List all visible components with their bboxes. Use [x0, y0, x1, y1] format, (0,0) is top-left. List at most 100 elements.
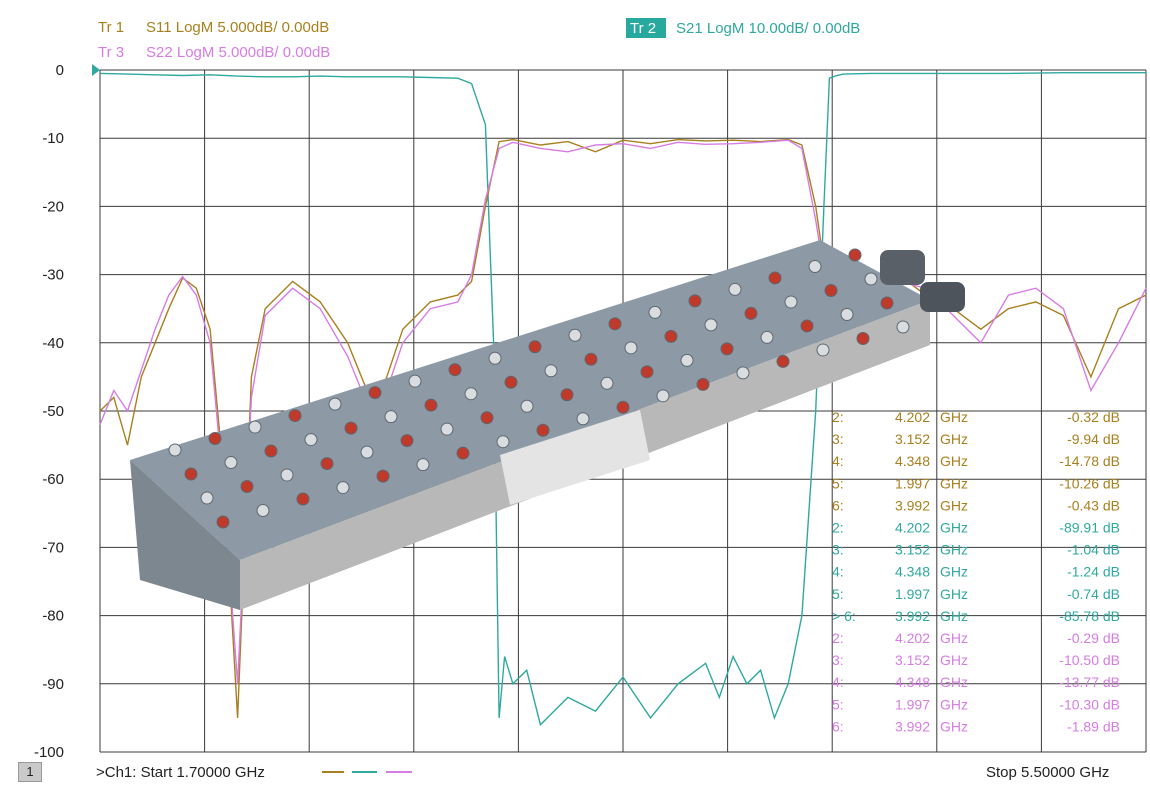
y-tick-label: -80 [42, 608, 64, 625]
marker-frequency: 1.997 [895, 586, 930, 602]
marker-number: 3: [832, 652, 844, 668]
tuning-screw [408, 374, 422, 388]
tuning-screw [248, 420, 262, 434]
tuning-screw [848, 248, 862, 262]
tuning-screw [760, 330, 774, 344]
tuning-screw [360, 445, 374, 459]
y-tick-label: -40 [42, 335, 64, 352]
marker-value: -0.43 dB [1067, 497, 1120, 513]
tuning-screws [168, 248, 910, 529]
channel-indicator[interactable]: 1 [18, 762, 42, 782]
tuning-screw [328, 397, 342, 411]
tuning-screw [776, 354, 790, 368]
tuning-screw [488, 351, 502, 365]
marker-unit: GHz [940, 542, 968, 558]
marker-number: 3: [832, 431, 844, 447]
tuning-screw [184, 467, 198, 481]
marker-frequency: 3.992 [895, 718, 930, 734]
tuning-screw [784, 295, 798, 309]
tuning-screw [576, 412, 590, 426]
tuning-screw [240, 480, 254, 494]
tr3-param: S22 LogM 5.000dB/ 0.00dB [146, 44, 330, 61]
start-frequency: >Ch1: Start 1.70000 GHz [96, 764, 265, 781]
tuning-screw [280, 468, 294, 482]
tr1-param: S11 LogM 5.000dB/ 0.00dB [146, 19, 329, 36]
marker-unit: GHz [940, 586, 968, 602]
tuning-screw [424, 398, 438, 412]
tuning-screw [568, 328, 582, 342]
tuning-screw [600, 376, 614, 390]
tuning-screw [816, 343, 830, 357]
marker-frequency: 4.348 [895, 674, 930, 690]
marker-unit: GHz [940, 475, 968, 491]
marker-number: > 6: [832, 608, 856, 624]
tuning-screw [824, 283, 838, 297]
tuning-screw [200, 491, 214, 505]
y-tick-label: 0 [56, 62, 64, 79]
tuning-screw [736, 366, 750, 380]
marker-unit: GHz [940, 674, 968, 690]
tuning-screw [696, 377, 710, 391]
tuning-screw [728, 282, 742, 296]
marker-unit: GHz [940, 453, 968, 469]
tuning-screw [304, 433, 318, 447]
y-axis-tick-labels: 0 -10 -20 -30 -40 -50 -60 -70 -80 -90 -100 [34, 62, 64, 761]
y-tick-label: -60 [42, 471, 64, 488]
tuning-screw [720, 342, 734, 356]
tuning-screw [808, 259, 822, 273]
tr2-highlight-box [626, 18, 666, 38]
marker-frequency: 3.152 [895, 431, 930, 447]
marker-unit: GHz [940, 630, 968, 646]
marker-value: -85.78 dB [1059, 608, 1120, 624]
tuning-screw [688, 294, 702, 308]
tuning-screw [264, 444, 278, 458]
tuning-screw [880, 296, 894, 310]
trace-color-legend [322, 771, 412, 773]
tuning-screw [640, 365, 654, 379]
marker-number: 6: [832, 497, 844, 513]
trace-s21-line [99, 71, 1146, 727]
tuning-screw [856, 331, 870, 345]
tuning-screw [480, 411, 494, 425]
marker-frequency: 3.992 [895, 608, 930, 624]
marker-frequency: 1.997 [895, 475, 930, 491]
marker-frequency: 4.202 [895, 409, 930, 425]
tr2-label: Tr 2 [630, 20, 656, 37]
tuning-screw [680, 353, 694, 367]
tuning-screw [896, 320, 910, 334]
y-tick-label: -20 [42, 198, 64, 215]
marker-unit: GHz [940, 497, 968, 513]
tuning-screw [208, 432, 222, 446]
marker-unit: GHz [940, 409, 968, 425]
tuning-screw [656, 389, 670, 403]
tuning-screw [376, 469, 390, 483]
tr1-label: Tr 1 [98, 19, 124, 36]
marker-value: -14.78 dB [1059, 453, 1120, 469]
marker-value: -1.24 dB [1067, 564, 1120, 580]
tuning-screw [616, 400, 630, 414]
y-tick-label: -30 [42, 267, 64, 284]
tuning-screw [216, 515, 230, 529]
tuning-screw [496, 435, 510, 449]
marker-value: -0.32 dB [1067, 409, 1120, 425]
tuning-screw [800, 319, 814, 333]
tuning-screw [624, 341, 638, 355]
marker-number: 4: [832, 564, 844, 580]
marker-number: 4: [832, 674, 844, 690]
tuning-screw [840, 307, 854, 321]
marker-unit: GHz [940, 696, 968, 712]
marker-readout-table: 2: 4.202 GHz -0.32 dB 3: 3.152 GHz -9.94 dB 4: 4.… [832, 409, 1120, 734]
marker-unit: GHz [940, 564, 968, 580]
stop-frequency: Stop 5.50000 GHz [986, 764, 1110, 781]
tuning-screw [504, 375, 518, 389]
tuning-screw [744, 306, 758, 320]
tuning-screw [296, 492, 310, 506]
tuning-screw [320, 457, 334, 471]
tuning-screw [336, 481, 350, 495]
tuning-screw [768, 271, 782, 285]
trace-header: Tr 1 S11 LogM 5.000dB/ 0.00dB Tr 2 S21 L… [98, 18, 860, 61]
tuning-screw [256, 504, 270, 518]
marker-frequency: 4.202 [895, 520, 930, 536]
marker-unit: GHz [940, 652, 968, 668]
marker-number: 2: [832, 409, 844, 425]
